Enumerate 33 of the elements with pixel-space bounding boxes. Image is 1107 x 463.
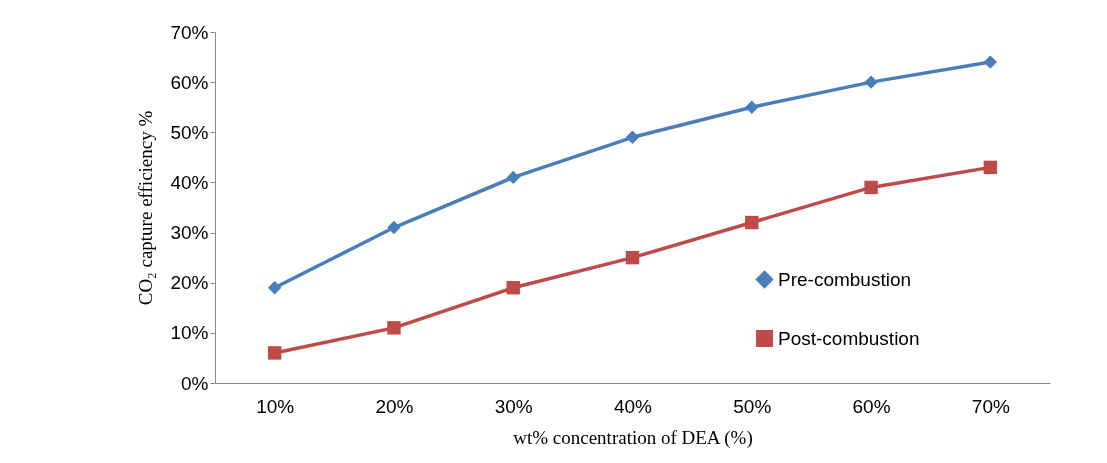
x-tick-label: 40% xyxy=(613,395,653,417)
x-tick-label: 70% xyxy=(971,395,1010,417)
point xyxy=(983,55,998,69)
point xyxy=(387,220,401,235)
y-axis-title: CO₂ capture efficiency % xyxy=(135,110,157,306)
y-tick-label: 60% xyxy=(170,71,209,93)
x-tick-label: 50% xyxy=(733,395,772,417)
point xyxy=(745,215,759,230)
x-tick-label: 10% xyxy=(256,395,295,417)
y-tick-label: 30% xyxy=(170,222,209,244)
y-tick-label: 20% xyxy=(170,272,209,294)
point xyxy=(864,75,878,89)
point xyxy=(506,281,520,295)
x-tick-label: 20% xyxy=(375,395,414,417)
point xyxy=(864,180,878,195)
point xyxy=(506,170,520,185)
point xyxy=(745,100,759,114)
point xyxy=(267,346,282,360)
point xyxy=(983,160,998,175)
legend-label: Post-combustion xyxy=(778,327,920,349)
x-tick-label: 60% xyxy=(852,395,891,417)
y-tick-label: 70% xyxy=(170,21,209,43)
point xyxy=(625,250,640,265)
y-tick-label: 50% xyxy=(170,121,209,143)
y-tick-label: 10% xyxy=(170,322,209,344)
legend-label: Pre-combustion xyxy=(778,268,912,290)
point xyxy=(387,321,401,335)
x-tick-label: 30% xyxy=(494,395,533,417)
y-tick-label: 40% xyxy=(170,171,209,193)
x-axis-title: wt% concentration of DEA (%) xyxy=(513,426,753,449)
point xyxy=(267,281,282,295)
point xyxy=(625,130,640,145)
y-tick-label: 0% xyxy=(181,372,209,394)
